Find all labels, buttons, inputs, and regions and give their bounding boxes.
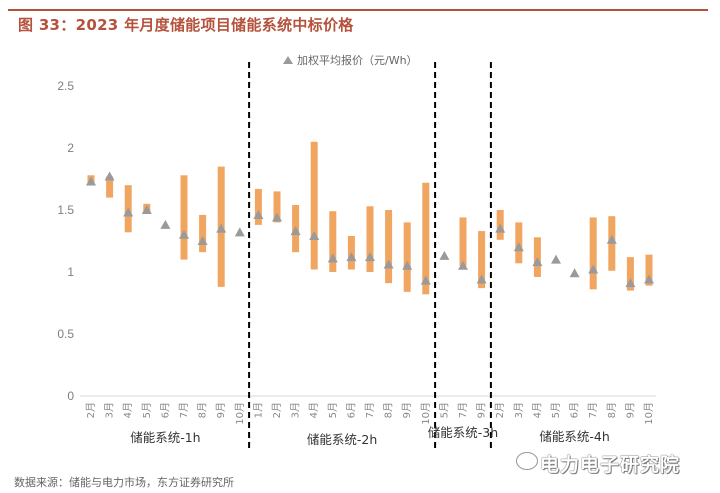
x-tick-label: 8月 [383,402,395,418]
watermark: 电力电子研究院 [540,454,681,476]
group-label: 储能系统-3h [428,425,498,440]
x-tick-label: 2月 [85,402,97,418]
x-tick-label: 4月 [308,402,320,418]
y-tick-label: 2.5 [57,79,74,93]
x-tick-label: 3月 [290,402,302,418]
x-tick-label: 9月 [624,402,636,418]
avg-marker-icon [160,219,171,229]
x-tick-label: 6月 [345,402,357,418]
x-tick-label: 9月 [476,402,488,418]
x-tick-label: 7月 [364,402,376,418]
avg-marker-icon [513,242,524,252]
avg-marker-icon [569,268,580,278]
avg-marker-icon [327,253,338,263]
x-tick-label: 5月 [327,402,339,418]
avg-marker-icon [216,223,227,233]
range-bar [273,191,281,223]
data-source-note: 数据来源：储能与电力市场，东方证券研究所 [14,476,234,489]
avg-marker-icon [234,227,245,237]
x-tick-label: 2月 [494,402,506,418]
avg-marker-icon [104,171,115,181]
avg-marker-icon [458,260,468,270]
range-bar [385,210,393,284]
x-tick-label: 5月 [438,402,450,418]
x-tick-label: 10月 [420,402,432,425]
x-tick-label: 6月 [569,402,581,418]
title-rule [8,9,708,11]
x-tick-label: 9月 [215,402,227,418]
range-bar [422,182,430,295]
range-bar [310,141,318,270]
y-tick-label: 1.5 [57,203,74,217]
x-tick-label: 7月 [457,402,469,418]
range-bar [645,254,653,286]
avg-marker-icon [476,274,487,284]
x-tick-label: 3月 [513,402,525,418]
range-bar [366,206,374,272]
x-tick-label: 2月 [271,402,283,418]
x-tick-label: 8月 [197,402,209,418]
range-bar [459,217,467,266]
avg-marker-icon [625,278,636,288]
legend-triangle-icon [283,56,293,64]
x-tick-label: 4月 [531,402,543,418]
range-bar [106,176,114,198]
avg-marker-icon [588,264,599,274]
range-bar [478,231,486,289]
x-tick-label: 7月 [587,402,599,418]
x-tick-label: 10月 [643,402,655,425]
avg-marker-icon [551,254,561,264]
avg-marker-icon [179,229,189,239]
wechat-icon [516,452,538,470]
group-label: 储能系统-4h [539,429,609,444]
range-bar [403,222,411,292]
avg-marker-icon [272,212,282,222]
x-tick-label: 5月 [141,402,153,418]
avg-marker-icon [420,275,431,285]
avg-marker-icon [644,274,654,284]
x-tick-label: 6月 [159,402,171,418]
avg-marker-icon [365,252,375,262]
x-tick-label: 5月 [550,402,562,418]
x-tick-label: 9月 [401,402,413,418]
range-bar [180,175,188,260]
range-bar [254,188,262,225]
avg-marker-icon [309,231,320,241]
x-tick-label: 4月 [122,402,134,418]
y-tick-label: 0.5 [57,327,74,341]
avg-marker-icon [402,260,413,270]
y-tick-label: 2 [67,141,74,155]
legend-label: 加权平均报价（元/Wh） [297,53,418,67]
avg-marker-icon [606,234,617,244]
avg-marker-icon [86,176,96,186]
avg-marker-icon [439,250,450,260]
range-bar [199,214,207,253]
range-bar [329,211,337,272]
y-tick-label: 1 [67,265,74,279]
x-tick-label: 7月 [178,402,190,418]
avg-marker-icon [495,223,506,233]
avg-marker-icon [253,209,264,219]
x-tick-label: 8月 [606,402,618,418]
group-label: 储能系统-1h [130,430,200,445]
avg-marker-icon [290,226,301,236]
x-tick-label: 3月 [104,402,116,418]
range-bar [626,257,634,291]
avg-marker-icon [123,207,134,217]
x-tick-label: 10月 [234,402,246,425]
avg-marker-icon [197,236,208,245]
y-tick-label: 0 [67,389,74,403]
figure-title: 图 33：2023 年月度储能项目储能系统中标价格 [18,16,354,34]
group-label: 储能系统-2h [307,432,377,447]
avg-marker-icon [532,257,543,267]
avg-marker-icon [141,205,152,214]
avg-marker-icon [383,259,394,269]
avg-marker-icon [346,252,357,262]
x-tick-label: 1月 [252,402,264,418]
range-bar [589,217,597,290]
price-range-chart: 0 0.5 1 1.5 2 2.5 加权平均报价（元/Wh） 2月 3月 4月 5月 6月 7月 8月 9月… [57,53,656,450]
